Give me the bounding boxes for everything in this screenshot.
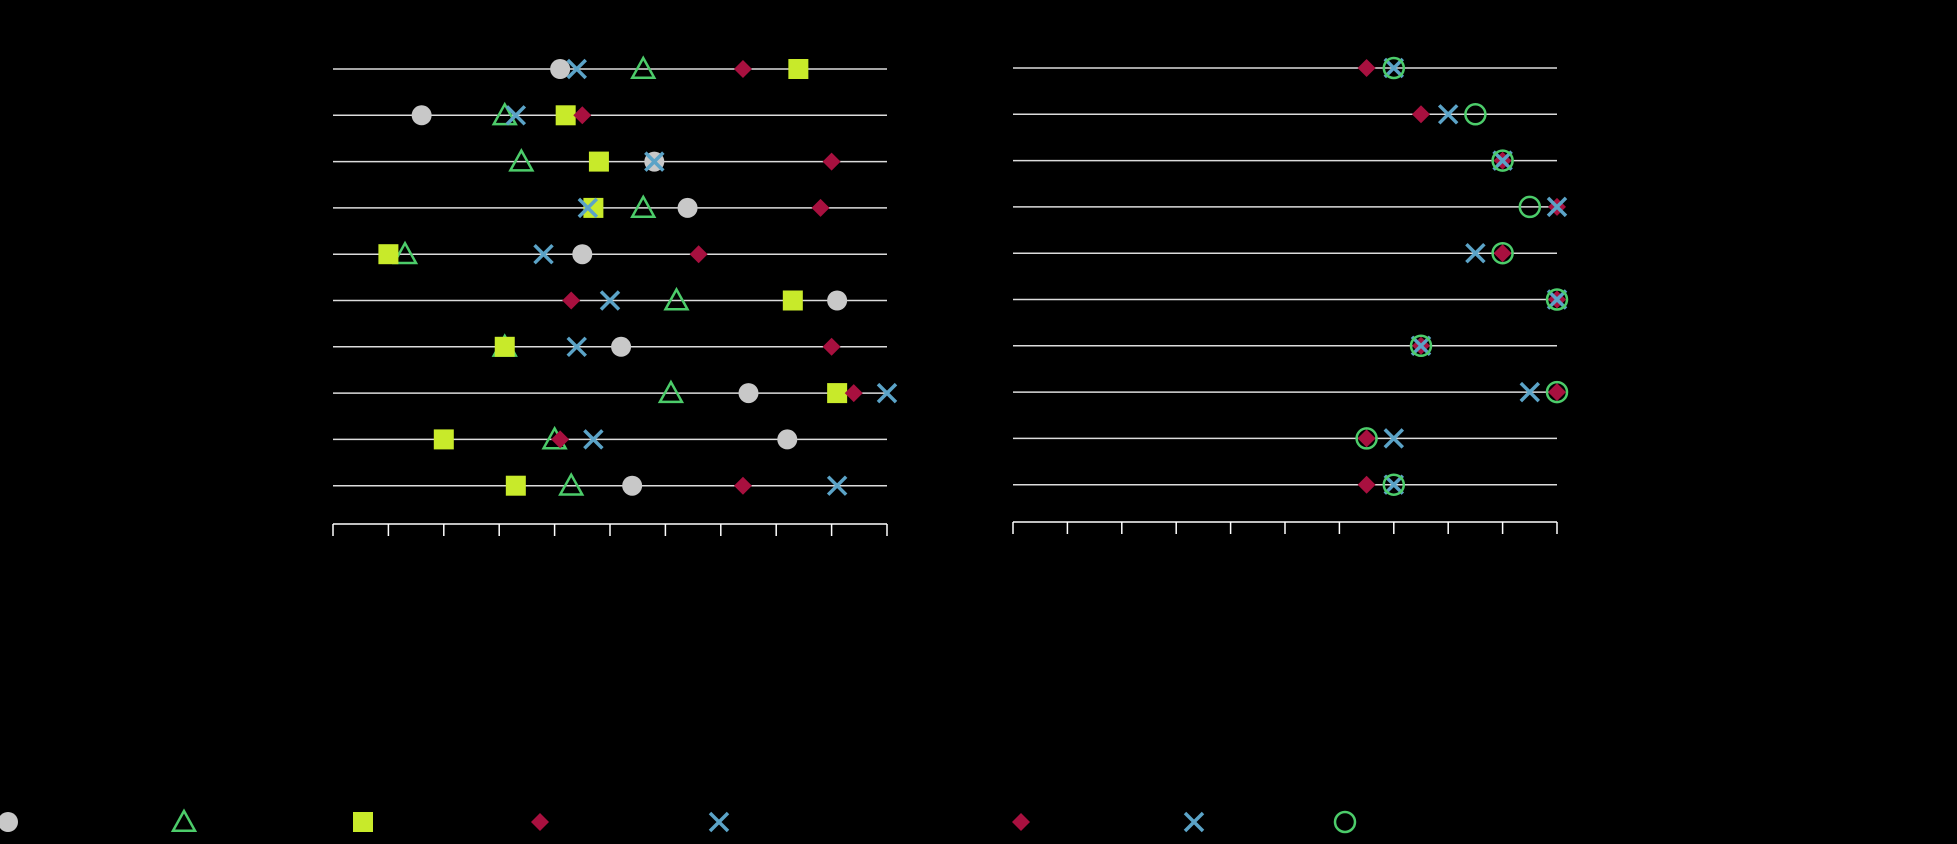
triangle (508, 148, 535, 172)
cross (533, 243, 554, 265)
dot (572, 244, 593, 265)
ring (1333, 810, 1357, 834)
ring (1518, 195, 1542, 219)
diamond (1548, 383, 1566, 402)
ring (1382, 56, 1406, 80)
square (588, 151, 609, 172)
ring (1382, 473, 1406, 496)
diamond (1357, 475, 1376, 494)
cross (826, 475, 848, 496)
dot (738, 383, 759, 404)
diamond (733, 60, 752, 78)
ring (1491, 149, 1514, 172)
diamond (573, 106, 592, 125)
diamond (822, 152, 841, 171)
cross (577, 197, 599, 219)
cross (1383, 474, 1405, 495)
cross (1546, 196, 1568, 218)
dot (777, 429, 798, 450)
dot (550, 59, 571, 79)
triangle (657, 379, 685, 404)
cross (644, 151, 665, 172)
cross (1437, 104, 1459, 125)
triangle (630, 55, 657, 80)
dot (0, 812, 18, 832)
triangle (558, 472, 585, 496)
diamond (551, 430, 570, 449)
ring (1464, 103, 1487, 126)
cross (583, 429, 604, 450)
triangle (663, 286, 690, 311)
cross (1383, 57, 1405, 79)
cross (1183, 811, 1205, 833)
square (505, 475, 526, 496)
cross (1519, 381, 1541, 403)
diamond (1493, 244, 1512, 263)
cross (1465, 242, 1486, 264)
ring (1491, 241, 1514, 265)
diamond (822, 337, 841, 356)
ring (1545, 288, 1569, 311)
triangle (391, 240, 419, 265)
cross (566, 58, 587, 80)
cross (1410, 335, 1432, 357)
cross (708, 811, 730, 833)
triangle (170, 808, 198, 833)
cross (1492, 150, 1513, 171)
diamond (531, 813, 549, 831)
cross (1546, 289, 1568, 310)
square (788, 59, 809, 79)
cross (566, 336, 587, 358)
diamond (811, 198, 830, 217)
dot (827, 290, 848, 311)
ring (1409, 334, 1433, 358)
ring (1355, 427, 1378, 450)
triangle (491, 101, 518, 126)
diamond (1012, 813, 1030, 831)
diamond (1357, 59, 1376, 77)
diamond (562, 291, 581, 310)
diamond (844, 384, 863, 403)
diamond (733, 476, 752, 495)
cross (599, 290, 621, 311)
triangle (630, 194, 657, 218)
square (583, 197, 604, 218)
diamond (689, 245, 708, 264)
dot (611, 336, 632, 357)
diamond (1357, 429, 1376, 448)
dot (411, 105, 432, 126)
ring (1545, 380, 1569, 404)
square (353, 812, 373, 832)
square (494, 336, 515, 357)
square (433, 429, 454, 450)
cross (1383, 428, 1405, 449)
diamond (1412, 105, 1430, 124)
square (827, 383, 848, 404)
square (555, 105, 576, 126)
cross (876, 382, 898, 404)
dot (622, 475, 643, 496)
square (782, 290, 803, 311)
square (378, 244, 399, 265)
cross (505, 105, 527, 126)
dot (677, 197, 698, 218)
